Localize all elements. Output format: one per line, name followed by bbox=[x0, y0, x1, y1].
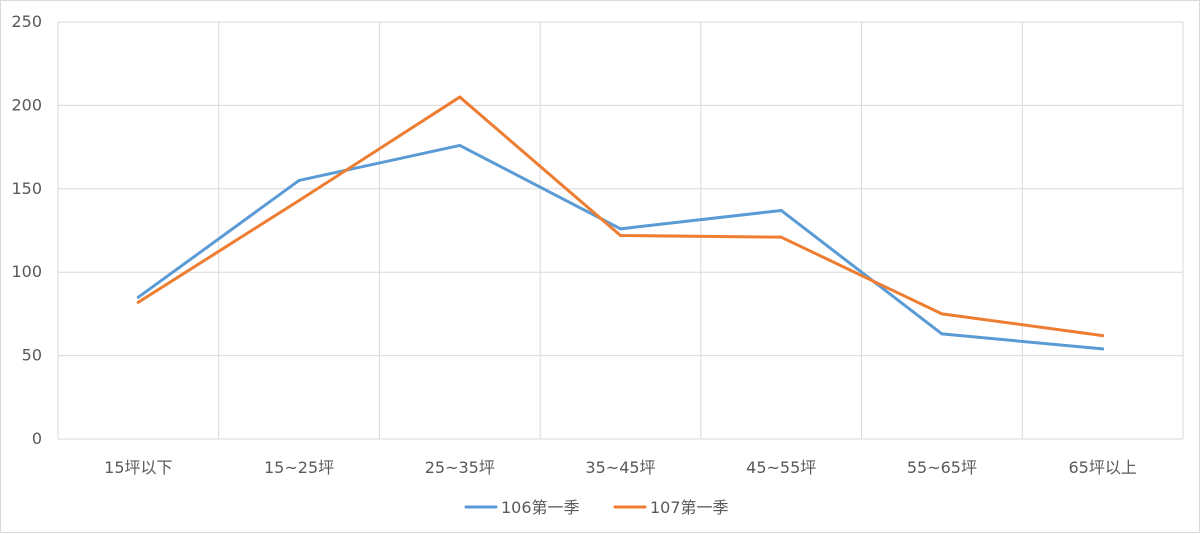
legend-item: 106第一季 bbox=[464, 498, 580, 517]
series-2-point bbox=[940, 312, 944, 316]
series-1-point bbox=[136, 295, 140, 299]
series-line-2 bbox=[136, 95, 1105, 338]
series-1-point bbox=[458, 143, 462, 147]
y-tick-label: 0 bbox=[32, 429, 42, 448]
legend-label: 106第一季 bbox=[501, 498, 580, 517]
series-1-point bbox=[297, 178, 301, 182]
x-tick-label: 45~55坪 bbox=[746, 458, 816, 477]
series-lines bbox=[136, 95, 1105, 351]
series-1-point bbox=[779, 208, 783, 212]
y-tick-label: 250 bbox=[11, 12, 42, 31]
x-tick-label: 35~45坪 bbox=[585, 458, 655, 477]
series-2-point bbox=[297, 198, 301, 202]
series-1-point bbox=[940, 332, 944, 336]
legend-item: 107第一季 bbox=[613, 498, 729, 517]
y-tick-label: 150 bbox=[11, 179, 42, 198]
legend-label: 107第一季 bbox=[650, 498, 729, 517]
legend: 106第一季 107第一季 bbox=[464, 498, 729, 517]
x-tick-label: 25~35坪 bbox=[425, 458, 495, 477]
series-2-point bbox=[619, 234, 622, 238]
y-tick-label: 200 bbox=[11, 95, 42, 114]
grid-lines bbox=[57, 21, 1184, 439]
series-1-point bbox=[1101, 347, 1105, 351]
series-2-point bbox=[136, 300, 140, 304]
x-tick-label: 55~65坪 bbox=[907, 458, 977, 477]
series-line-1 bbox=[136, 143, 1105, 351]
series-2-point bbox=[458, 95, 462, 99]
series-2-point bbox=[779, 235, 783, 239]
x-tick-label: 15~25坪 bbox=[264, 458, 334, 477]
y-tick-label: 100 bbox=[11, 262, 42, 281]
y-tick-labels: 0 50 100 150 200 250 bbox=[11, 12, 42, 448]
series-1-point bbox=[619, 227, 622, 231]
y-tick-label: 50 bbox=[22, 346, 42, 365]
x-tick-label: 65坪以上 bbox=[1068, 458, 1136, 477]
x-tick-labels: 15坪以下 15~25坪 25~35坪 35~45坪 45~55坪 55~65坪 65坪以上 bbox=[104, 458, 1137, 477]
series-2-point bbox=[1101, 334, 1105, 338]
x-tick-label: 15坪以下 bbox=[104, 458, 172, 477]
